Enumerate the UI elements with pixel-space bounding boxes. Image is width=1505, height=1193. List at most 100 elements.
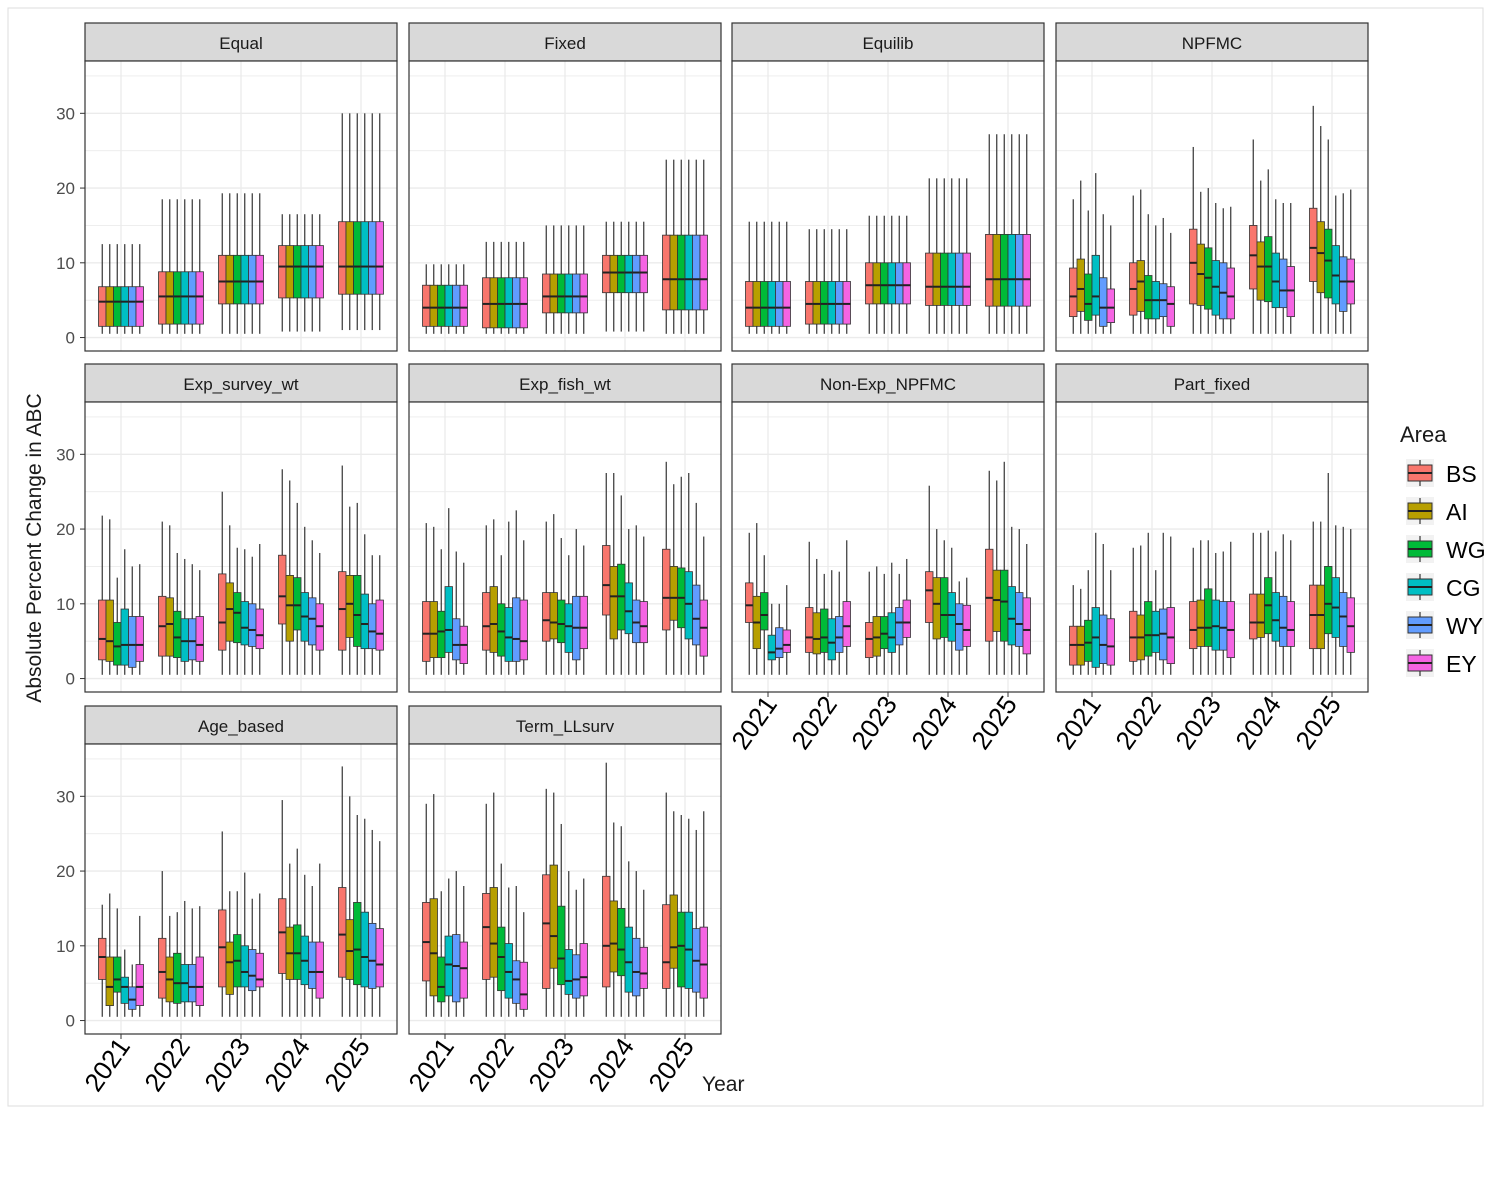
- box-body: [338, 571, 347, 651]
- box-body: [368, 221, 377, 295]
- legend-label: CG: [1446, 575, 1481, 601]
- box-body: [1091, 254, 1100, 316]
- box-body: [180, 271, 189, 325]
- box-body: [173, 952, 182, 1004]
- box-body: [677, 911, 686, 988]
- box-body: [549, 592, 558, 640]
- y-tick-label: 30: [56, 787, 75, 806]
- box-body: [684, 234, 693, 311]
- box-body: [1271, 592, 1280, 642]
- box-body: [962, 252, 971, 306]
- box-body: [579, 595, 588, 650]
- box-body: [368, 603, 377, 650]
- box-ey-2021: [459, 886, 468, 1017]
- box-body: [519, 277, 528, 329]
- box-body: [827, 281, 836, 325]
- box-body: [128, 986, 137, 1010]
- box-body: [489, 887, 498, 978]
- y-tick-label: 0: [66, 1012, 75, 1031]
- box-wy-2023: [895, 215, 904, 334]
- box-body: [1339, 592, 1348, 647]
- box-body: [240, 601, 249, 646]
- box-bs-2024: [1249, 139, 1258, 334]
- box-body: [1144, 275, 1153, 320]
- box-body: [158, 937, 167, 999]
- box-wy-2022: [512, 510, 521, 675]
- box-ai-2024: [1256, 532, 1265, 675]
- box-body: [549, 864, 558, 969]
- box-body: [345, 919, 354, 980]
- box-body: [557, 273, 566, 314]
- box-wg-2022: [497, 555, 506, 675]
- box-body: [165, 597, 174, 657]
- box-wy-2023: [572, 225, 581, 334]
- box-body: [233, 592, 242, 644]
- box-body: [835, 281, 844, 325]
- box-body: [437, 956, 446, 1003]
- box-body: [128, 286, 137, 327]
- box-body: [692, 234, 701, 311]
- box-body: [165, 271, 174, 325]
- box-body: [639, 946, 648, 989]
- box-wg-2024: [617, 221, 626, 332]
- box-body: [745, 281, 754, 327]
- panel-equilib: Equilib: [731, 22, 1045, 352]
- box-ey-2025: [1022, 544, 1031, 675]
- panel-border: [1055, 60, 1369, 352]
- box-ey-2023: [579, 225, 588, 334]
- box-ey-2024: [962, 577, 971, 675]
- box-body: [542, 592, 551, 642]
- box-bs-2023: [218, 491, 227, 675]
- box-body: [519, 599, 528, 661]
- box-cg-2025: [360, 113, 369, 331]
- box-body: [1264, 236, 1273, 303]
- box-body: [1084, 619, 1093, 662]
- box-body: [932, 252, 941, 306]
- box-wy-2024: [308, 540, 317, 675]
- y-tick-label: 10: [56, 254, 75, 273]
- box-body: [293, 577, 302, 631]
- box-body: [255, 952, 264, 988]
- box-body: [609, 900, 618, 973]
- legend-items: BS AI WG CG WY EY: [1406, 459, 1486, 677]
- box-ey-2024: [962, 178, 971, 334]
- box-body: [519, 961, 528, 1010]
- box-body: [632, 254, 641, 294]
- box-wg-2021: [113, 244, 122, 334]
- box-body: [375, 928, 384, 988]
- box-bs-2023: [542, 788, 551, 1017]
- box-bs-2023: [1189, 547, 1198, 675]
- box-ey-2025: [699, 811, 708, 1017]
- box-ai-2022: [812, 558, 821, 675]
- box-body: [293, 924, 302, 980]
- box-body: [902, 262, 911, 305]
- box-ey-2024: [315, 863, 324, 1017]
- box-ey-2021: [135, 244, 144, 334]
- box-wg-2025: [1000, 134, 1009, 334]
- box-ey-2022: [519, 241, 528, 334]
- box-ey-2021: [782, 221, 791, 334]
- box-body: [248, 603, 257, 647]
- box-cg-2024: [300, 526, 309, 675]
- strip-label: Exp_survey_wt: [183, 375, 299, 394]
- legend-item-wg: WG: [1406, 535, 1486, 563]
- box-body: [452, 934, 461, 1003]
- box-body: [240, 254, 249, 305]
- box-body: [624, 254, 633, 294]
- panel-npfmc: NPFMC: [1055, 22, 1369, 352]
- box-body: [195, 271, 204, 325]
- box-body: [617, 908, 626, 977]
- panel-fixed: Fixed: [408, 22, 722, 352]
- box-body: [120, 286, 129, 327]
- box-body: [422, 284, 431, 327]
- y-tick-label: 10: [56, 937, 75, 956]
- strip-label: Equilib: [862, 34, 913, 53]
- box-body: [255, 608, 264, 650]
- box-body: [639, 601, 648, 644]
- strip: [731, 363, 1045, 403]
- box-body: [1271, 252, 1280, 309]
- box-body: [549, 273, 558, 314]
- box-bs-2024: [602, 762, 611, 1017]
- box-body: [173, 610, 182, 659]
